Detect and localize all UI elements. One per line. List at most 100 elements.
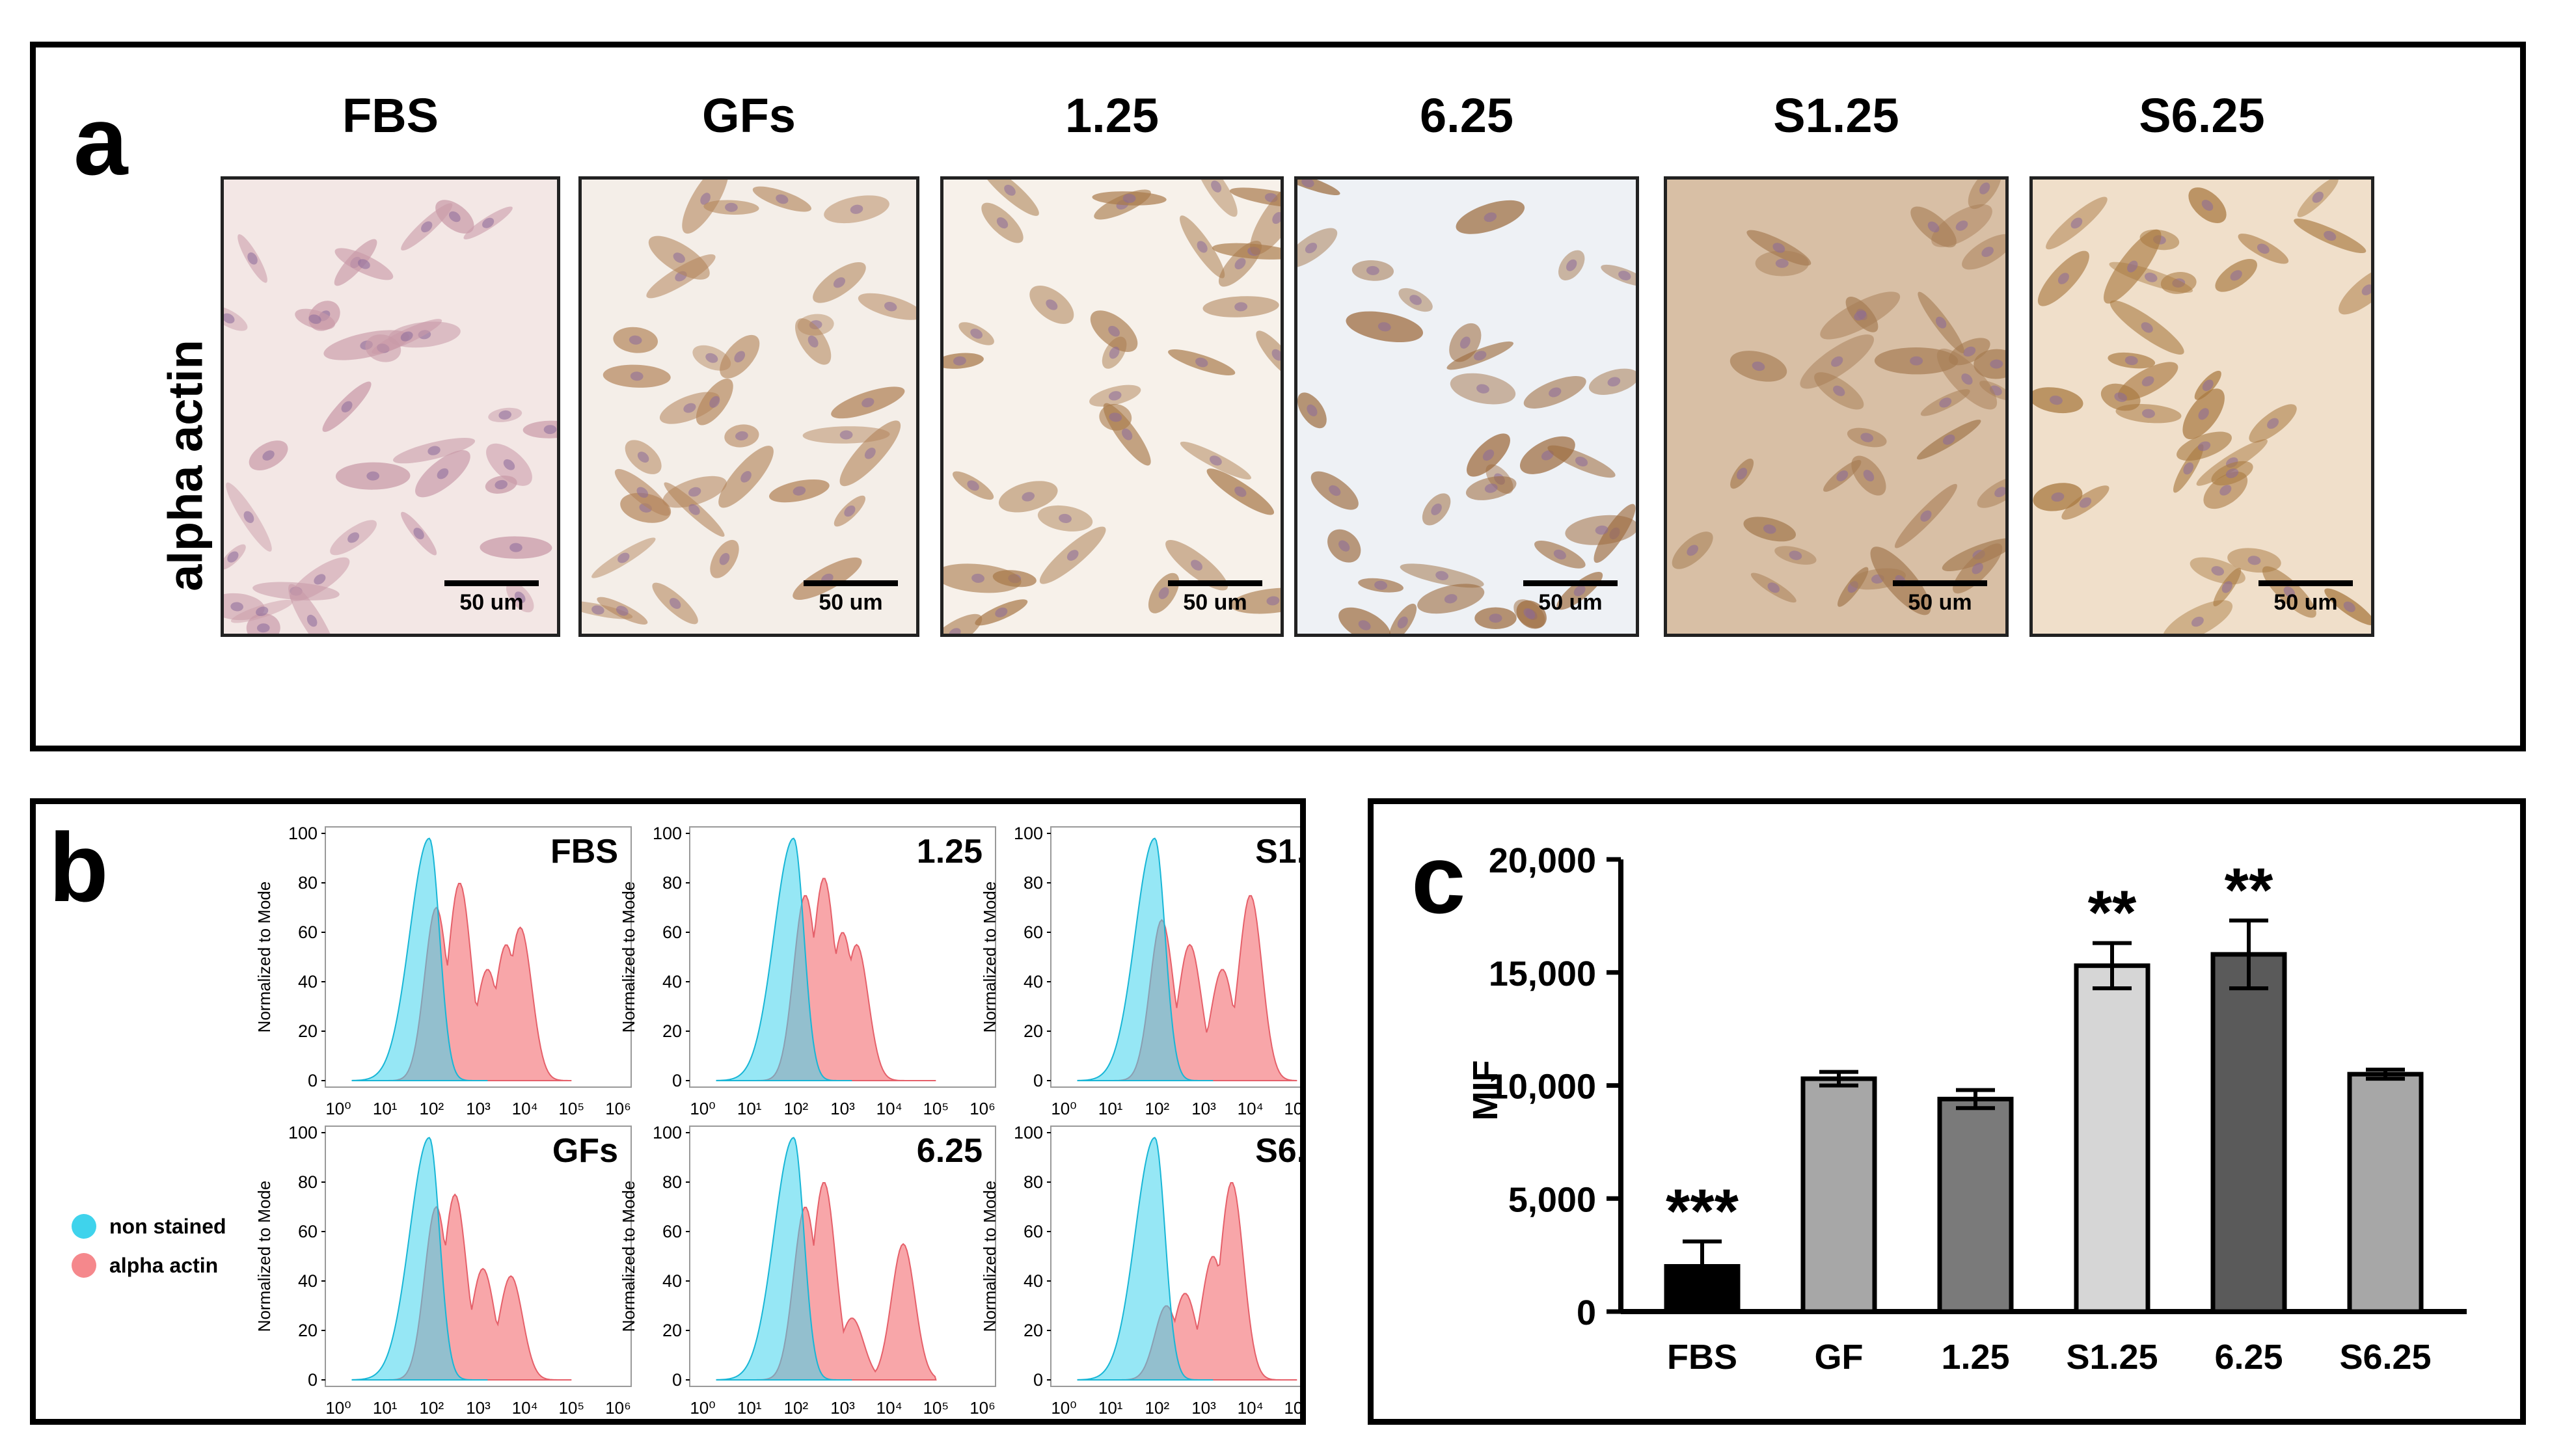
cell-nucleus xyxy=(2127,260,2138,273)
cell-nucleus xyxy=(2312,191,2324,203)
cell-nucleus xyxy=(1836,470,1849,481)
cell-nucleus xyxy=(669,598,681,609)
flow-cytometry-histograms: Normalized to Mode 100 80 60 40 20 0 10⁰ 10¹ 10² 1… xyxy=(254,824,1300,1418)
x-tick-label: 10¹ xyxy=(737,1099,762,1118)
x-tick-label: 10⁰ xyxy=(690,1398,715,1418)
x-tick-label: 10⁶ xyxy=(605,1099,631,1118)
cell-nucleus xyxy=(2049,396,2063,405)
cell-nucleus xyxy=(1358,620,1371,630)
x-tick-label: 10⁴ xyxy=(1238,1398,1264,1418)
panel-c-label: c xyxy=(1411,824,1466,934)
cell-nucleus xyxy=(1338,540,1350,552)
y-tick-label: 80 xyxy=(1024,873,1043,893)
cell-nucleus xyxy=(227,551,239,563)
cell-nucleus xyxy=(1122,193,1136,203)
cell-nucleus xyxy=(949,628,961,634)
cell-nucleus xyxy=(413,528,424,539)
scale-bar-line xyxy=(804,580,898,586)
cell-nucleus xyxy=(1910,356,1923,366)
x-tick-label: 1.25 xyxy=(1941,1338,2009,1377)
cell-nucleus xyxy=(793,486,806,496)
cell-nucleus xyxy=(1272,211,1281,224)
scale-bar: 50 um xyxy=(804,580,898,615)
x-tick-label: 10⁶ xyxy=(970,1099,996,1118)
x-tick-label: 10³ xyxy=(1191,1398,1216,1418)
histogram-title: S6.25 xyxy=(1255,1132,1300,1170)
histogram-title: S1.25 xyxy=(1255,833,1300,870)
x-tick-label: 10² xyxy=(784,1398,809,1418)
scale-bar-label: 50 um xyxy=(819,590,883,615)
cell-nucleus xyxy=(1022,492,1035,502)
cell-nucleus xyxy=(1833,385,1845,396)
micrograph-background xyxy=(224,180,557,634)
cell-nucleus xyxy=(967,480,979,491)
cell-nucleus xyxy=(1942,434,1955,445)
micrograph-gfs: 50 um xyxy=(578,176,919,637)
y-tick-label: 5,000 xyxy=(1508,1180,1596,1219)
condition-title-1-25: 1.25 xyxy=(1065,88,1160,142)
cell-nucleus xyxy=(2124,356,2138,366)
cell-nucleus xyxy=(1553,549,1566,559)
y-axis-label: Normalized to Mode xyxy=(254,1181,274,1332)
cell-nucleus xyxy=(1158,587,1169,599)
cell-nucleus xyxy=(2070,217,2083,229)
cell-nucleus xyxy=(2257,243,2270,254)
cell-nucleus xyxy=(1195,357,1208,368)
panel-a-label: a xyxy=(74,86,128,195)
cell-nucleus xyxy=(2225,468,2239,478)
cell-nucleus xyxy=(1108,325,1120,337)
cell-nucleus xyxy=(437,468,449,479)
cell-nucleus xyxy=(1989,385,2002,396)
cell-nucleus xyxy=(2198,408,2209,420)
y-tick-label: 20 xyxy=(662,1321,682,1340)
plot-frame xyxy=(689,826,996,1088)
x-tick-label: GF xyxy=(1815,1338,1864,1377)
bar-1-25 xyxy=(1937,1096,2014,1314)
stained-histogram xyxy=(352,882,572,1081)
cell-nucleus xyxy=(725,202,738,212)
x-tick-label: 10³ xyxy=(466,1398,491,1418)
cell-nucleus xyxy=(1109,346,1120,359)
cell-nucleus xyxy=(861,398,875,408)
cell-nucleus xyxy=(1484,212,1497,222)
histogram-gfs: Normalized to Mode 100 80 60 40 20 0 10⁰ 10¹ 10² 1… xyxy=(254,1123,632,1418)
cell-nucleus xyxy=(1863,470,1875,482)
histogram-s1-25: Normalized to Mode 100 80 60 40 20 0 10⁰ 10¹ 10² 1… xyxy=(980,824,1300,1118)
cell-nucleus xyxy=(1854,310,1867,321)
micrograph-fbs: 50 um xyxy=(221,176,560,637)
legend-item-non-stained: non stained xyxy=(72,1214,226,1239)
cell-nucleus xyxy=(1459,336,1471,349)
cell-nucleus xyxy=(1444,594,1458,604)
cell-nucleus xyxy=(2202,379,2214,392)
cell-nucleus xyxy=(629,335,642,345)
micrograph-image xyxy=(1297,180,1636,634)
y-tick-label: 80 xyxy=(1024,1172,1043,1192)
cell-nucleus xyxy=(1329,485,1341,496)
cell-nucleus xyxy=(616,606,629,616)
cell-nucleus xyxy=(734,351,746,363)
plot-frame xyxy=(689,1126,996,1387)
cell-nucleus xyxy=(1197,241,1208,253)
y-axis-label: Normalized to Mode xyxy=(980,1181,999,1332)
cell-nucleus xyxy=(719,552,730,565)
condition-title-fbs: FBS xyxy=(342,88,439,142)
cell-nucleus xyxy=(2141,409,2155,418)
x-tick-label: 10³ xyxy=(830,1099,855,1118)
plot-frame xyxy=(325,826,632,1088)
cell-nucleus xyxy=(1575,456,1588,466)
cell-nucleus xyxy=(970,329,983,339)
cell-nucleus xyxy=(2211,566,2225,576)
cell-nucleus xyxy=(996,217,1009,229)
cell-nucleus xyxy=(1963,346,1976,357)
y-tick-label: 20 xyxy=(1024,1021,1043,1041)
micrograph-image xyxy=(582,180,916,634)
cell-nucleus xyxy=(247,252,258,265)
cell-nucleus xyxy=(1484,483,1498,493)
histogram-6-25: Normalized to Mode 100 80 60 40 20 0 10⁰ 10¹ 10² 1… xyxy=(619,1123,996,1418)
y-axis-label: Normalized to Mode xyxy=(980,882,999,1033)
cell-nucleus xyxy=(688,504,700,515)
cell-nucleus xyxy=(1234,302,1248,312)
cell-nucleus xyxy=(1397,616,1408,628)
cell-nucleus xyxy=(2267,418,2279,429)
cell-nucleus xyxy=(1939,398,1952,408)
